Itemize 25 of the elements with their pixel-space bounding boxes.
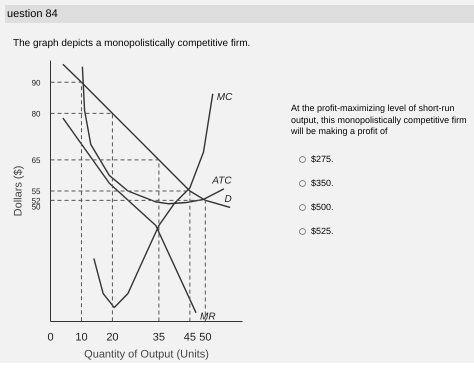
y-tick-label: 90 xyxy=(32,78,42,88)
x-tick-label: 0 xyxy=(47,332,54,344)
y-tick-label: 50 xyxy=(32,202,42,212)
y-tick-label: 65 xyxy=(32,156,42,165)
y-tick-label: 55 xyxy=(32,187,42,196)
x-tick-label: 20 xyxy=(106,332,119,344)
text: $275. xyxy=(310,153,334,166)
text: $500. xyxy=(310,201,334,214)
series-label: ATC xyxy=(211,175,232,186)
text: uestion 84 xyxy=(7,7,58,22)
x-axis-title: Quantity of Output (Units) xyxy=(84,348,209,360)
x-tick-label: 50 xyxy=(199,332,212,344)
text: At the profit-maximizing level of short-run output, this monopolistically competitive firm will be making a profit of xyxy=(291,103,468,138)
x-tick-label: 10 xyxy=(75,332,88,344)
series-label: D xyxy=(224,194,232,205)
text: $525. xyxy=(310,225,334,238)
y-tick-label: 80 xyxy=(32,109,42,118)
series-label: MC xyxy=(216,92,234,104)
text: $350. xyxy=(310,177,334,190)
series-label: MR xyxy=(200,311,216,322)
x-tick-label: 35 xyxy=(152,332,166,344)
chart-title: The graph depicts a monopolistically competitive firm. xyxy=(13,37,250,51)
y-tick-label: 52 xyxy=(32,196,42,206)
x-tick-label: 45 xyxy=(184,332,196,344)
y-axis-title: Dollars ($) xyxy=(12,166,25,216)
